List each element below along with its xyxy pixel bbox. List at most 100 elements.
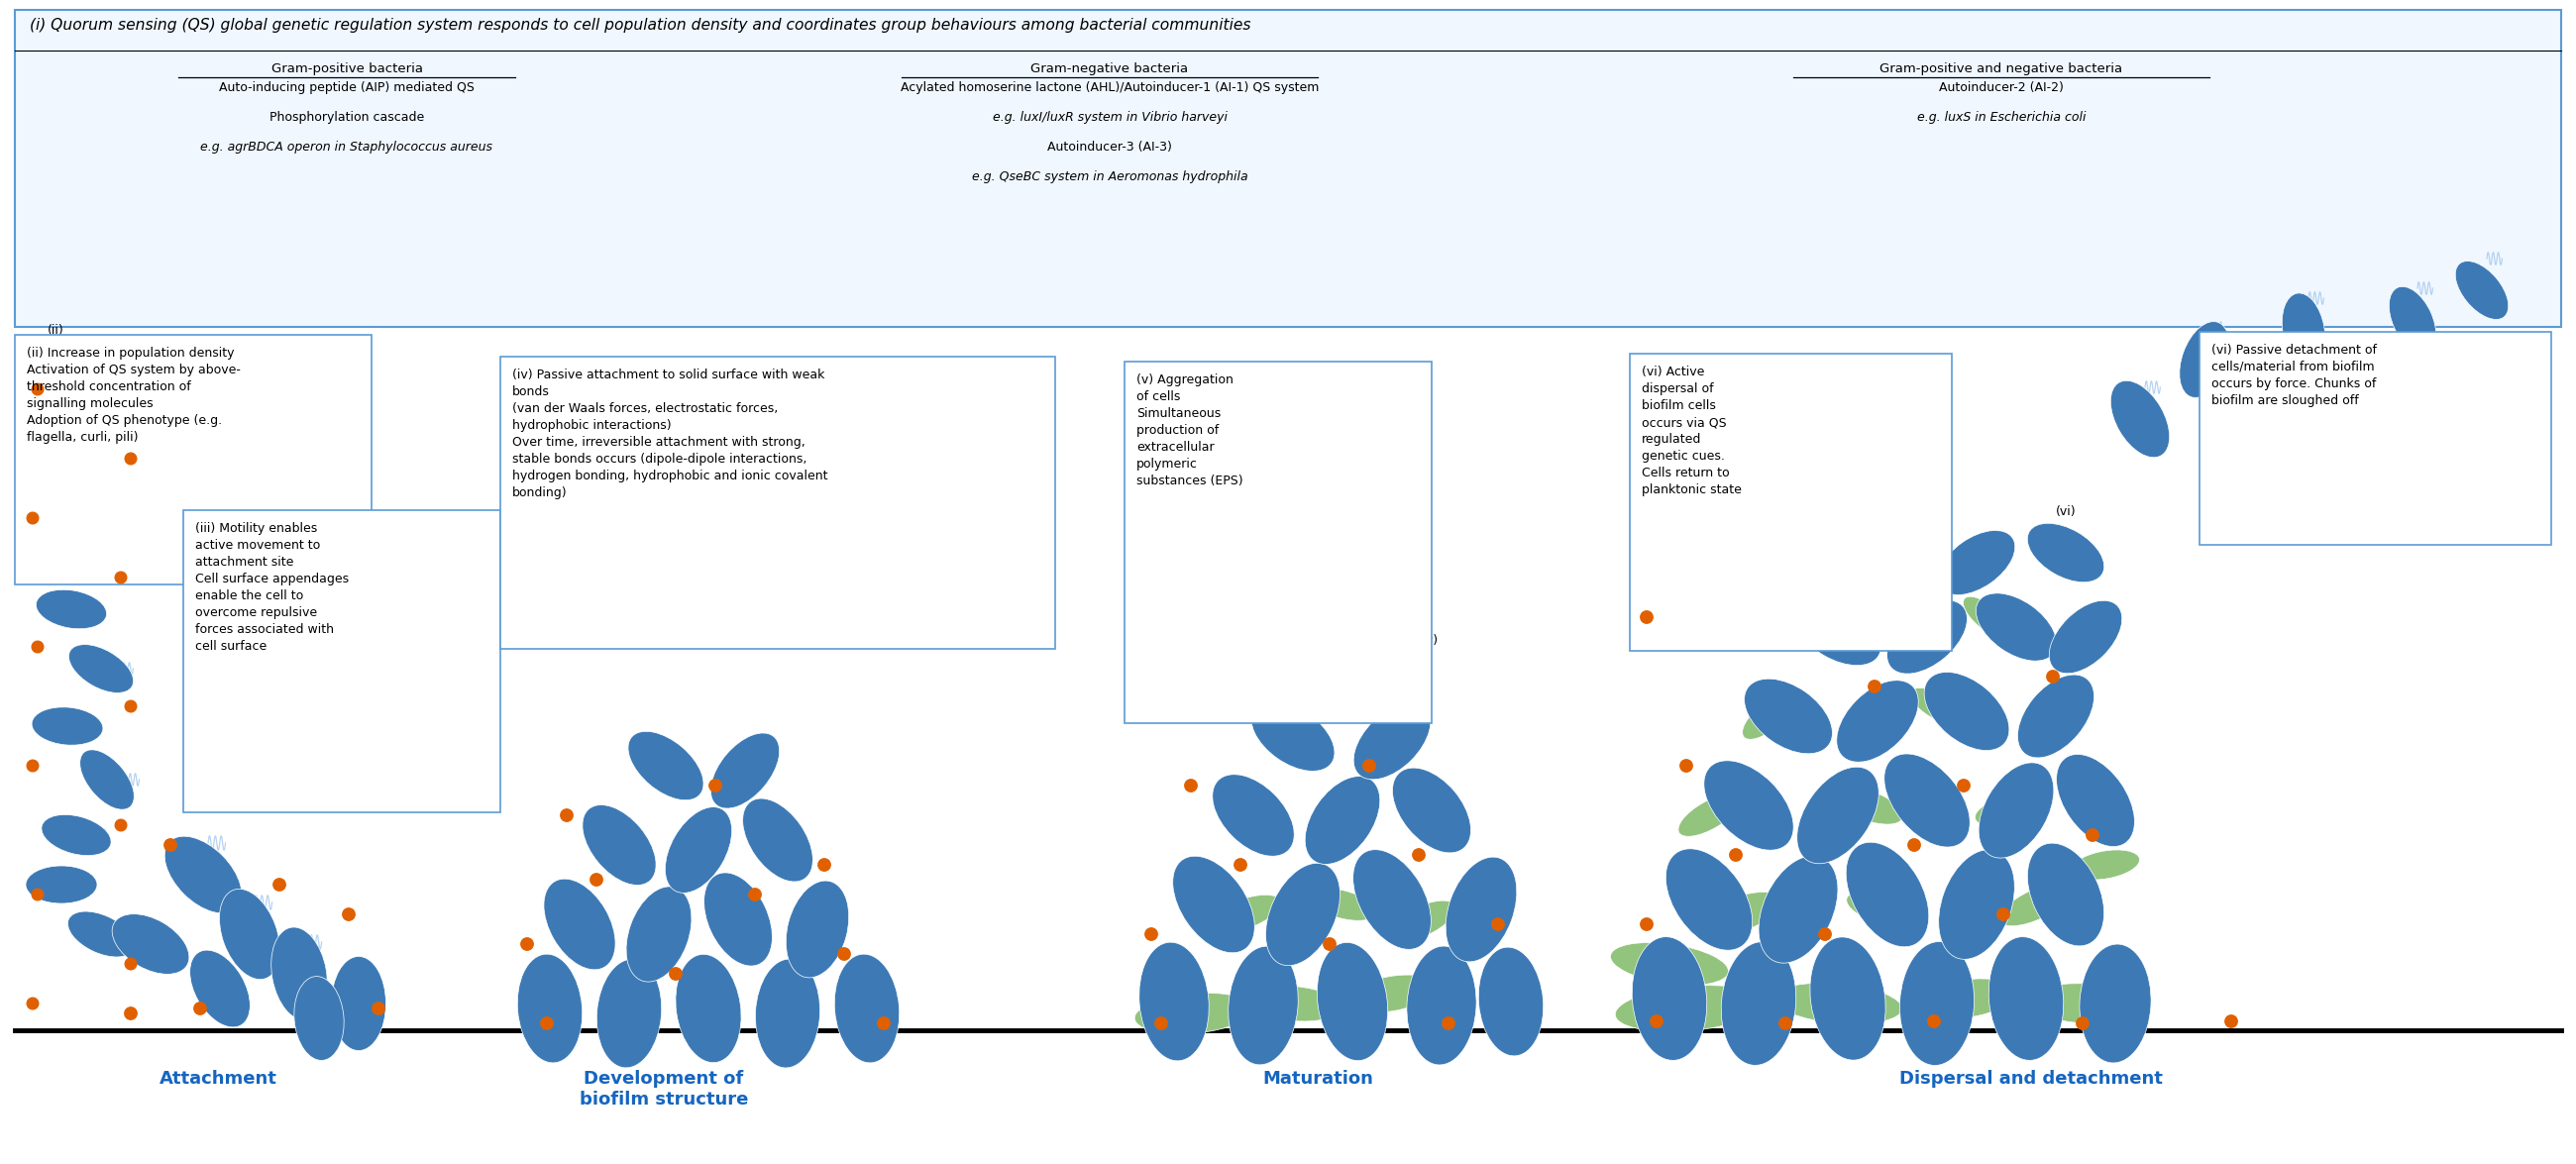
Ellipse shape	[113, 914, 188, 974]
Ellipse shape	[1388, 901, 1455, 942]
Ellipse shape	[1917, 979, 2017, 1018]
Circle shape	[1324, 938, 1337, 950]
Ellipse shape	[1133, 993, 1252, 1034]
Ellipse shape	[1309, 888, 1376, 921]
Circle shape	[1680, 760, 1692, 772]
Ellipse shape	[80, 750, 134, 809]
Circle shape	[193, 1002, 206, 1015]
Ellipse shape	[1301, 636, 1383, 697]
Text: Attachment: Attachment	[160, 1070, 276, 1087]
FancyBboxPatch shape	[500, 356, 1056, 648]
Circle shape	[1819, 928, 1832, 941]
Ellipse shape	[1721, 942, 1795, 1065]
Circle shape	[1651, 1015, 1662, 1028]
Ellipse shape	[39, 347, 111, 386]
Ellipse shape	[67, 911, 134, 957]
FancyBboxPatch shape	[1126, 362, 1432, 723]
FancyBboxPatch shape	[1631, 354, 1953, 651]
Ellipse shape	[1911, 688, 1963, 725]
Ellipse shape	[1963, 597, 2009, 638]
Circle shape	[165, 839, 178, 851]
Text: Autoinducer-3 (AI-3): Autoinducer-3 (AI-3)	[1048, 141, 1172, 154]
Ellipse shape	[1252, 701, 1334, 771]
Ellipse shape	[755, 959, 819, 1067]
Circle shape	[1641, 611, 1654, 623]
Ellipse shape	[1445, 857, 1517, 961]
Ellipse shape	[1229, 946, 1298, 1065]
Circle shape	[1958, 780, 1971, 792]
Circle shape	[26, 760, 39, 772]
Ellipse shape	[518, 954, 582, 1063]
Circle shape	[819, 859, 829, 871]
Ellipse shape	[1847, 843, 1929, 946]
Ellipse shape	[1832, 787, 1904, 824]
Ellipse shape	[2388, 286, 2437, 354]
Ellipse shape	[70, 645, 134, 693]
Ellipse shape	[544, 879, 616, 970]
Ellipse shape	[31, 467, 103, 504]
Ellipse shape	[1633, 937, 1708, 1060]
Text: Phosphorylation cascade: Phosphorylation cascade	[270, 111, 425, 123]
Ellipse shape	[1406, 946, 1476, 1065]
Text: (vi) Active
dispersal of
biofilm cells
occurs via QS
regulated
genetic cues.
Cel: (vi) Active dispersal of biofilm cells o…	[1641, 365, 1741, 496]
Ellipse shape	[2437, 386, 2486, 452]
Ellipse shape	[1698, 892, 1780, 937]
Text: (ii) Increase in population density
Activation of QS system by above-
threshold : (ii) Increase in population density Acti…	[26, 347, 240, 443]
Text: (iii): (iii)	[191, 796, 211, 809]
Ellipse shape	[1741, 693, 1795, 739]
Ellipse shape	[1837, 680, 1919, 762]
Ellipse shape	[1139, 942, 1208, 1060]
Ellipse shape	[598, 959, 662, 1067]
Text: (iv) Passive attachment to solid surface with weak
bonds
(van der Waals forces, : (iv) Passive attachment to solid surface…	[513, 369, 827, 499]
Text: Autoinducer-2 (AI-2): Autoinducer-2 (AI-2)	[1940, 81, 2063, 94]
Ellipse shape	[1703, 760, 1793, 850]
Ellipse shape	[1899, 942, 1973, 1065]
Ellipse shape	[1352, 703, 1430, 780]
Ellipse shape	[742, 799, 814, 881]
Ellipse shape	[2110, 381, 2169, 457]
Circle shape	[2087, 829, 2099, 842]
Ellipse shape	[26, 866, 98, 903]
Text: Acylated homoserine lactone (AHL)/Autoinducer-1 (AI-1) QS system: Acylated homoserine lactone (AHL)/Autoin…	[902, 81, 1319, 94]
Ellipse shape	[665, 807, 732, 893]
Text: (iii) Motility enables
active movement to
attachment site
Cell surface appendage: (iii) Motility enables active movement t…	[196, 523, 348, 653]
Circle shape	[116, 819, 126, 831]
Circle shape	[1641, 918, 1654, 930]
Circle shape	[562, 809, 572, 822]
Ellipse shape	[1937, 531, 2014, 595]
Text: Auto-inducing peptide (AIP) mediated QS: Auto-inducing peptide (AIP) mediated QS	[219, 81, 474, 94]
Circle shape	[273, 879, 286, 890]
Text: Gram-negative bacteria: Gram-negative bacteria	[1030, 63, 1188, 76]
Ellipse shape	[1744, 679, 1832, 753]
Ellipse shape	[1213, 774, 1293, 857]
Text: (i) Quorum sensing (QS) global genetic regulation system responds to cell popula: (i) Quorum sensing (QS) global genetic r…	[31, 17, 1252, 33]
Text: Dispersal and detachment: Dispersal and detachment	[1899, 1070, 2164, 1087]
Circle shape	[124, 1007, 137, 1020]
Ellipse shape	[2079, 944, 2151, 1063]
Circle shape	[26, 998, 39, 1009]
Circle shape	[31, 641, 44, 653]
Ellipse shape	[2027, 984, 2146, 1023]
Circle shape	[837, 947, 850, 960]
Ellipse shape	[2056, 754, 2136, 846]
Ellipse shape	[1798, 767, 1878, 864]
Circle shape	[26, 512, 39, 524]
Ellipse shape	[1999, 883, 2074, 925]
Ellipse shape	[41, 815, 111, 856]
FancyBboxPatch shape	[2200, 332, 2550, 545]
Ellipse shape	[1316, 943, 1388, 1060]
Circle shape	[1996, 908, 2009, 921]
Ellipse shape	[36, 590, 106, 629]
Ellipse shape	[1244, 986, 1342, 1021]
Text: (vi) Passive detachment of
cells/material from biofilm
occurs by force. Chunks o: (vi) Passive detachment of cells/materia…	[2210, 343, 2378, 407]
Circle shape	[343, 908, 355, 921]
Text: Gram-positive bacteria: Gram-positive bacteria	[270, 63, 422, 76]
Ellipse shape	[1976, 795, 2038, 825]
Ellipse shape	[626, 887, 690, 981]
Ellipse shape	[1775, 982, 1901, 1024]
Text: (iv): (iv)	[719, 634, 739, 647]
Text: e.g. luxS in Escherichia coli: e.g. luxS in Escherichia coli	[1917, 111, 2087, 123]
Text: (ii): (ii)	[46, 324, 64, 336]
FancyBboxPatch shape	[15, 335, 371, 584]
Circle shape	[670, 967, 683, 980]
